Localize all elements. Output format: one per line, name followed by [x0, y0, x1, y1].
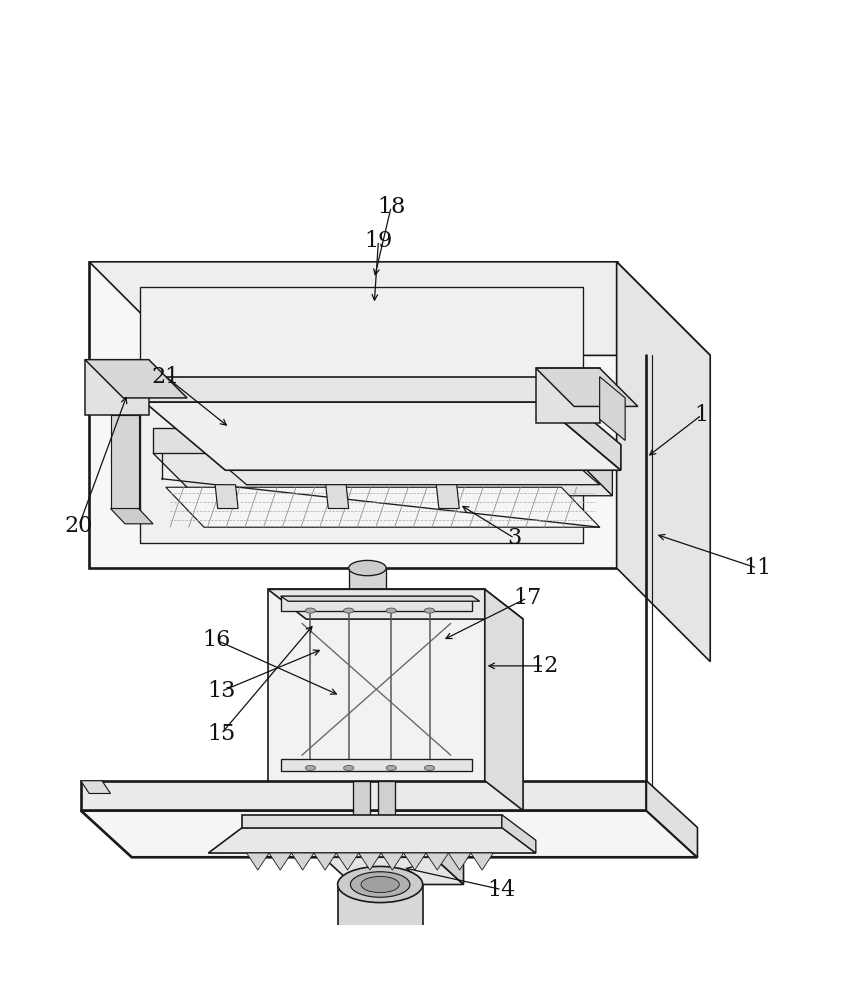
Ellipse shape [305, 765, 315, 771]
Polygon shape [448, 853, 471, 870]
Polygon shape [170, 419, 600, 485]
Polygon shape [379, 781, 395, 828]
Text: 15: 15 [207, 723, 235, 745]
Polygon shape [140, 287, 582, 543]
Polygon shape [349, 568, 386, 636]
Polygon shape [247, 853, 269, 870]
Polygon shape [540, 377, 621, 470]
Ellipse shape [344, 608, 354, 613]
Polygon shape [436, 485, 460, 509]
Polygon shape [215, 485, 238, 509]
Polygon shape [144, 402, 621, 470]
Polygon shape [404, 853, 426, 870]
Polygon shape [323, 857, 464, 885]
Polygon shape [314, 853, 337, 870]
Polygon shape [570, 428, 612, 496]
Polygon shape [502, 815, 536, 853]
Polygon shape [281, 759, 472, 771]
Polygon shape [359, 853, 381, 870]
Polygon shape [647, 781, 698, 857]
Text: 19: 19 [364, 230, 393, 252]
Text: 12: 12 [530, 655, 558, 677]
Text: 20: 20 [64, 515, 94, 537]
Polygon shape [242, 815, 502, 828]
Polygon shape [81, 781, 647, 810]
Polygon shape [326, 485, 349, 509]
Polygon shape [153, 453, 612, 496]
Text: 3: 3 [508, 527, 521, 549]
Ellipse shape [424, 765, 435, 771]
Polygon shape [268, 589, 484, 781]
Polygon shape [471, 853, 493, 870]
Polygon shape [323, 838, 434, 857]
Polygon shape [269, 853, 291, 870]
Text: 11: 11 [743, 557, 771, 579]
Polygon shape [337, 853, 359, 870]
Ellipse shape [349, 628, 386, 644]
Ellipse shape [338, 866, 423, 903]
Polygon shape [426, 853, 448, 870]
Text: 1: 1 [695, 404, 709, 426]
Ellipse shape [361, 876, 399, 893]
Polygon shape [338, 885, 423, 961]
Polygon shape [111, 509, 153, 524]
Polygon shape [166, 487, 600, 527]
Polygon shape [536, 368, 638, 406]
Ellipse shape [344, 765, 354, 771]
Text: 21: 21 [152, 366, 180, 388]
Ellipse shape [386, 765, 396, 771]
Polygon shape [281, 596, 479, 601]
Ellipse shape [338, 943, 423, 979]
Polygon shape [353, 781, 370, 828]
Text: 17: 17 [513, 587, 541, 609]
Polygon shape [111, 415, 138, 509]
Polygon shape [434, 838, 464, 885]
Ellipse shape [350, 872, 410, 897]
Polygon shape [291, 853, 314, 870]
Polygon shape [617, 262, 710, 662]
Polygon shape [170, 402, 523, 419]
Polygon shape [600, 377, 625, 440]
Ellipse shape [424, 608, 435, 613]
Polygon shape [209, 828, 536, 853]
Text: 18: 18 [377, 196, 405, 218]
Polygon shape [536, 368, 600, 423]
Ellipse shape [349, 560, 386, 576]
Polygon shape [85, 360, 149, 415]
Polygon shape [85, 360, 187, 398]
Polygon shape [89, 262, 617, 568]
Polygon shape [484, 589, 523, 810]
Ellipse shape [305, 608, 315, 613]
Polygon shape [81, 810, 698, 857]
Text: 14: 14 [488, 879, 516, 901]
Polygon shape [268, 589, 523, 619]
Polygon shape [81, 781, 111, 793]
Polygon shape [381, 853, 404, 870]
Ellipse shape [386, 608, 396, 613]
Polygon shape [153, 428, 570, 453]
Polygon shape [144, 377, 540, 402]
Polygon shape [89, 262, 710, 355]
Text: 13: 13 [207, 680, 235, 702]
Polygon shape [281, 596, 472, 611]
Text: 16: 16 [203, 629, 231, 651]
